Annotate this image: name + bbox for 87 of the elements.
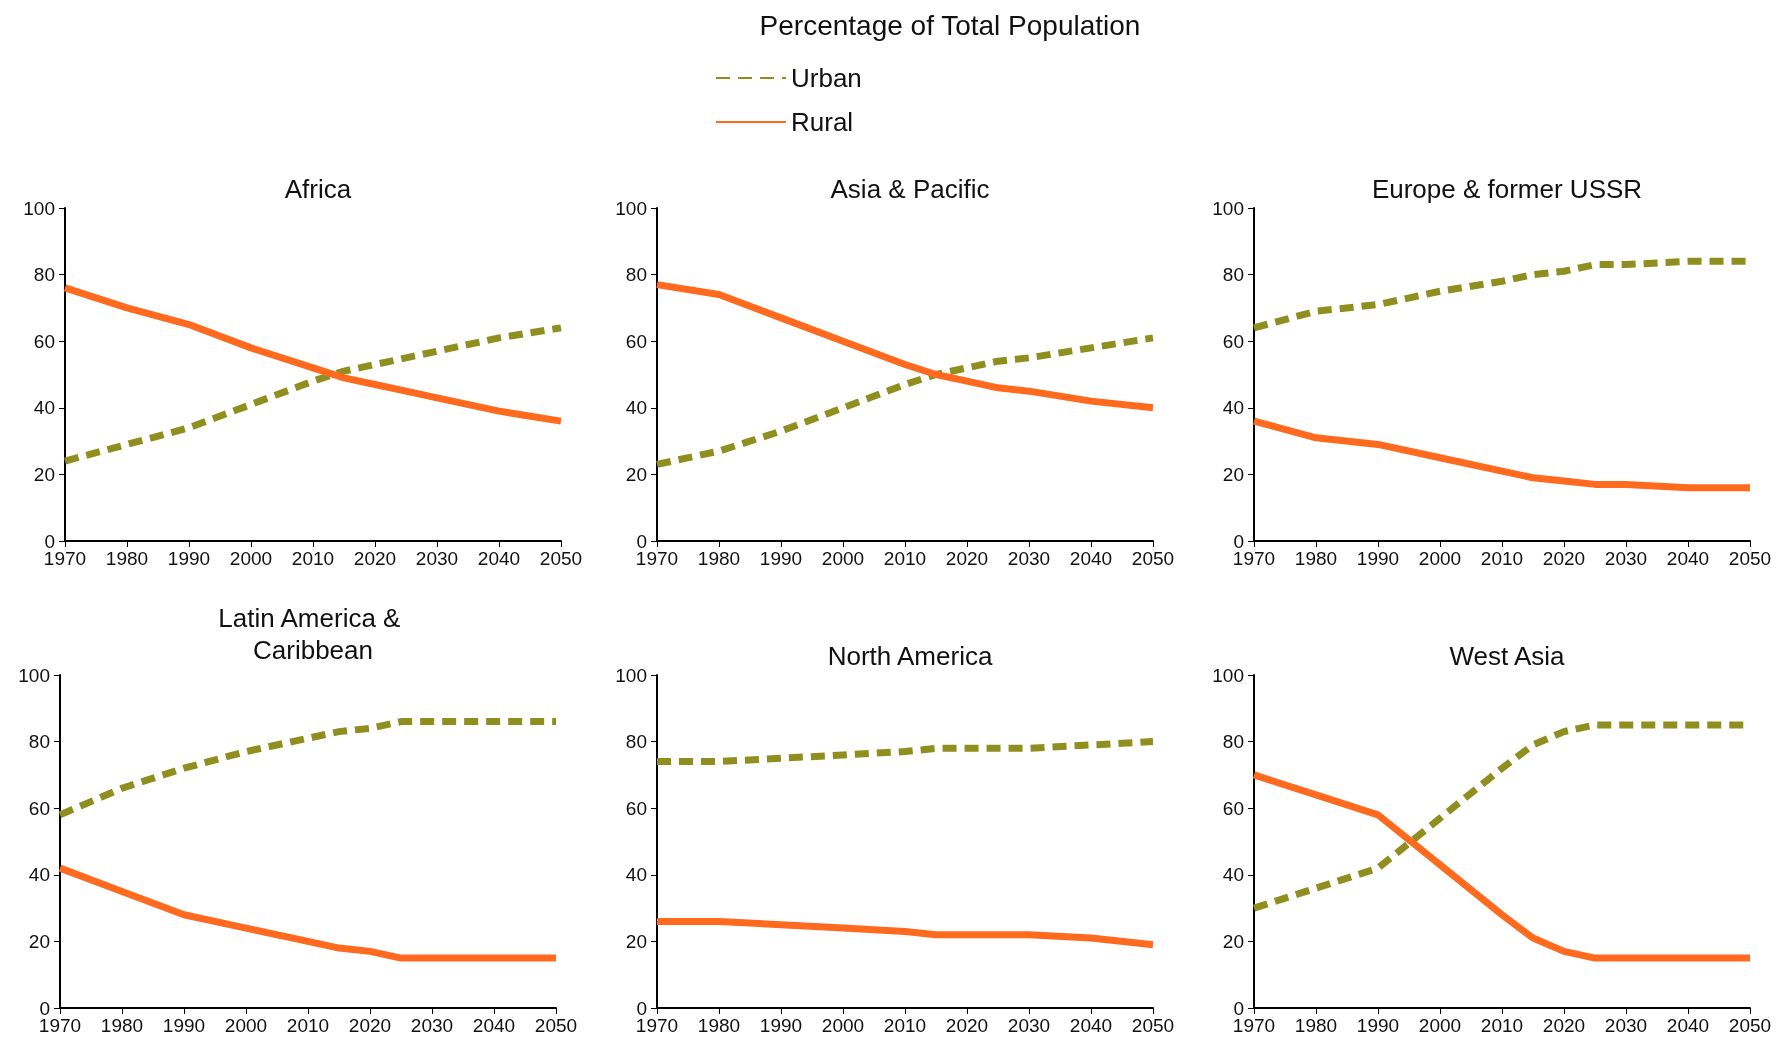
y-tick-label: 100 [18, 664, 50, 686]
x-tick-label: 1980 [100, 1015, 144, 1036]
x-tick-label: 1980 [697, 1015, 741, 1036]
x-tick-label: 2040 [472, 1015, 516, 1036]
x-tick-label: 2010 [883, 1015, 927, 1036]
x-tick-label: 2010 [291, 548, 335, 569]
x-tick-label: 1980 [105, 548, 149, 569]
y-tick-label: 20 [625, 463, 647, 485]
x-tick-label: 2050 [1728, 1015, 1772, 1036]
x-tick-label: 2000 [821, 548, 865, 569]
x-tick-label: 1990 [759, 1015, 803, 1036]
y-tick-label: 100 [615, 197, 647, 219]
x-tick-label: 2020 [945, 548, 989, 569]
y-tick-label: 20 [625, 930, 647, 952]
x-tick-label: 1990 [1356, 548, 1400, 569]
y-tick-label: 20 [1222, 463, 1244, 485]
y-tick-label: 40 [28, 864, 50, 886]
y-tick-label: 60 [1222, 330, 1244, 352]
x-tick-label: 2050 [1131, 548, 1175, 569]
x-tick-label: 2010 [1480, 1015, 1524, 1036]
y-tick-label: 40 [33, 397, 55, 419]
x-tick-label: 2040 [1069, 1015, 1113, 1036]
chart-title: Latin America & Caribbean [218, 603, 408, 665]
y-tick-label: 60 [625, 330, 647, 352]
y-tick-label: 80 [625, 264, 647, 286]
chart-title: Europe & former USSR [1371, 174, 1643, 204]
y-tick-label: 40 [1222, 397, 1244, 419]
x-tick-label: 2020 [1542, 548, 1586, 569]
y-tick-label: 60 [1222, 797, 1244, 819]
y-tick-label: 20 [28, 930, 50, 952]
x-tick-label: 1980 [697, 548, 741, 569]
x-tick-label: 2030 [415, 548, 459, 569]
y-tick-label: 60 [33, 330, 55, 352]
y-tick-label: 40 [1222, 864, 1244, 886]
x-tick-label: 1990 [162, 1015, 206, 1036]
x-tick-label: 2040 [1069, 548, 1113, 569]
x-tick-label: 2020 [945, 1015, 989, 1036]
x-tick-label: 2000 [224, 1015, 268, 1036]
x-tick-label: 2000 [1418, 1015, 1462, 1036]
y-tick-label: 40 [625, 397, 647, 419]
y-tick-label: 20 [1222, 930, 1244, 952]
text: Percentage of Total Population [759, 9, 1141, 41]
x-tick-label: 1990 [1356, 1015, 1400, 1036]
x-tick-label: 2030 [1604, 548, 1648, 569]
x-tick-label: 2010 [883, 548, 927, 569]
y-tick-label: 80 [1222, 731, 1244, 753]
y-tick-label: 80 [625, 731, 647, 753]
x-tick-label: 2030 [410, 1015, 454, 1036]
x-tick-label: 2020 [1542, 1015, 1586, 1036]
y-tick-label: 60 [28, 797, 50, 819]
y-tick-label: 80 [28, 731, 50, 753]
x-tick-label: 2050 [1131, 1015, 1175, 1036]
y-tick-label: 80 [33, 264, 55, 286]
x-tick-label: 2040 [1666, 548, 1710, 569]
x-tick-label: 2030 [1007, 548, 1051, 569]
legend-label: Urban [791, 63, 862, 93]
chart-title: West Asia [1449, 641, 1566, 671]
x-tick-label: 2020 [348, 1015, 392, 1036]
x-tick-label: 1990 [759, 548, 803, 569]
x-tick-label: 2030 [1604, 1015, 1648, 1036]
chart-title: Africa [284, 174, 352, 204]
chart-title: North America [827, 641, 993, 671]
y-tick-label: 100 [23, 197, 55, 219]
y-tick-label: 100 [615, 664, 647, 686]
y-tick-label: 20 [33, 463, 55, 485]
x-tick-label: 2050 [539, 548, 583, 569]
x-tick-label: 2000 [229, 548, 273, 569]
x-tick-label: 2050 [534, 1015, 578, 1036]
x-tick-label: 1980 [1294, 548, 1338, 569]
x-tick-label: 2040 [1666, 1015, 1710, 1036]
y-tick-label: 100 [1212, 664, 1244, 686]
x-tick-label: 2000 [1418, 548, 1462, 569]
x-tick-label: 2010 [286, 1015, 330, 1036]
x-tick-label: 2040 [477, 548, 521, 569]
y-tick-label: 40 [625, 864, 647, 886]
y-tick-label: 100 [1212, 197, 1244, 219]
x-tick-label: 1990 [167, 548, 211, 569]
legend-label: Rural [791, 107, 854, 137]
y-tick-label: 60 [625, 797, 647, 819]
chart-title: Asia & Pacific [830, 174, 990, 204]
x-tick-label: 2010 [1480, 548, 1524, 569]
x-tick-label: 2050 [1728, 548, 1772, 569]
x-tick-label: 1980 [1294, 1015, 1338, 1036]
x-tick-label: 2030 [1007, 1015, 1051, 1036]
x-tick-label: 2000 [821, 1015, 865, 1036]
x-tick-label: 2020 [353, 548, 397, 569]
y-tick-label: 80 [1222, 264, 1244, 286]
